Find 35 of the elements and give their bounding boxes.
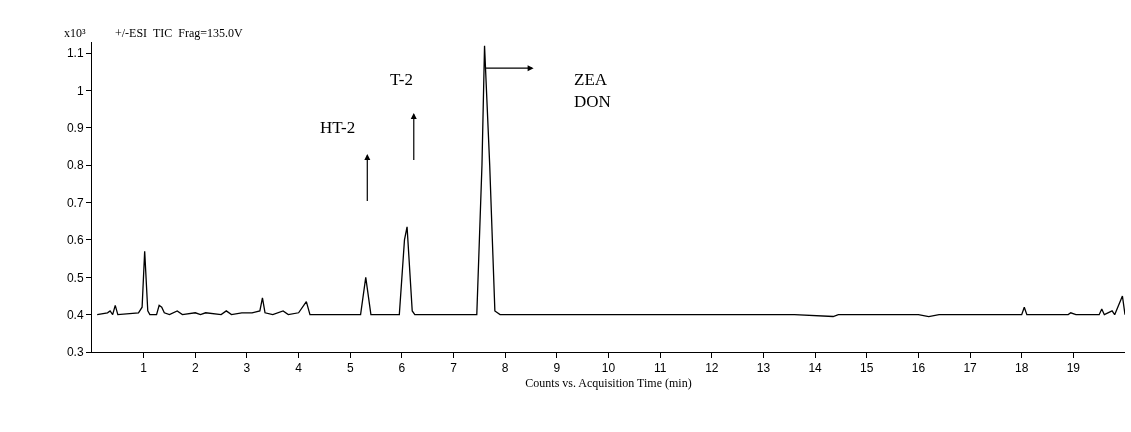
x-tick-label: 1 — [140, 361, 148, 376]
y-tick-label: 0.7 — [66, 195, 84, 210]
y-tick-label: 0.3 — [66, 345, 84, 360]
x-tick-label: 18 — [1015, 361, 1029, 376]
y-axis-title: x10³ — [64, 26, 86, 40]
x-tick-label: 4 — [295, 361, 303, 376]
y-tick-label: 0.8 — [66, 158, 84, 173]
annotation: ZEA DON — [574, 70, 611, 112]
x-tick-label: 6 — [398, 361, 406, 376]
line-series — [96, 45, 1125, 318]
x-tick-label: 3 — [243, 361, 251, 376]
y-tick-label: 1.1 — [66, 46, 84, 61]
x-axis-title: Counts vs. Acquisition Time (min) — [525, 376, 692, 391]
x-tick-label: 17 — [963, 361, 978, 376]
chart-title: +/-ESI TIC Frag=135.0V — [115, 26, 243, 40]
x-tick-label: 11 — [653, 361, 667, 376]
y-tick-label: 0.6 — [66, 233, 84, 248]
y-tick-label: 0.9 — [66, 121, 84, 136]
x-tick-label: 7 — [450, 361, 458, 376]
x-tick-label: 10 — [601, 361, 616, 376]
annotation: T-2 — [390, 70, 413, 89]
x-tick-label: 14 — [808, 361, 823, 376]
y-tick-label: 0.5 — [66, 270, 84, 285]
x-tick-label: 9 — [553, 361, 561, 376]
x-tick-label: 15 — [860, 361, 874, 376]
x-tick-label: 12 — [705, 361, 719, 376]
x-tick-label: 8 — [501, 361, 509, 376]
y-tick-label: 1 — [76, 83, 84, 98]
annotation: HT-2 — [320, 118, 356, 137]
x-tick-label: 2 — [191, 361, 199, 376]
x-tick-label: 5 — [346, 361, 354, 376]
x-tick-label: 19 — [1066, 361, 1081, 376]
y-tick-label: 0.4 — [66, 307, 84, 322]
x-tick-label: 16 — [911, 361, 926, 376]
x-tick-label: 13 — [756, 361, 771, 376]
